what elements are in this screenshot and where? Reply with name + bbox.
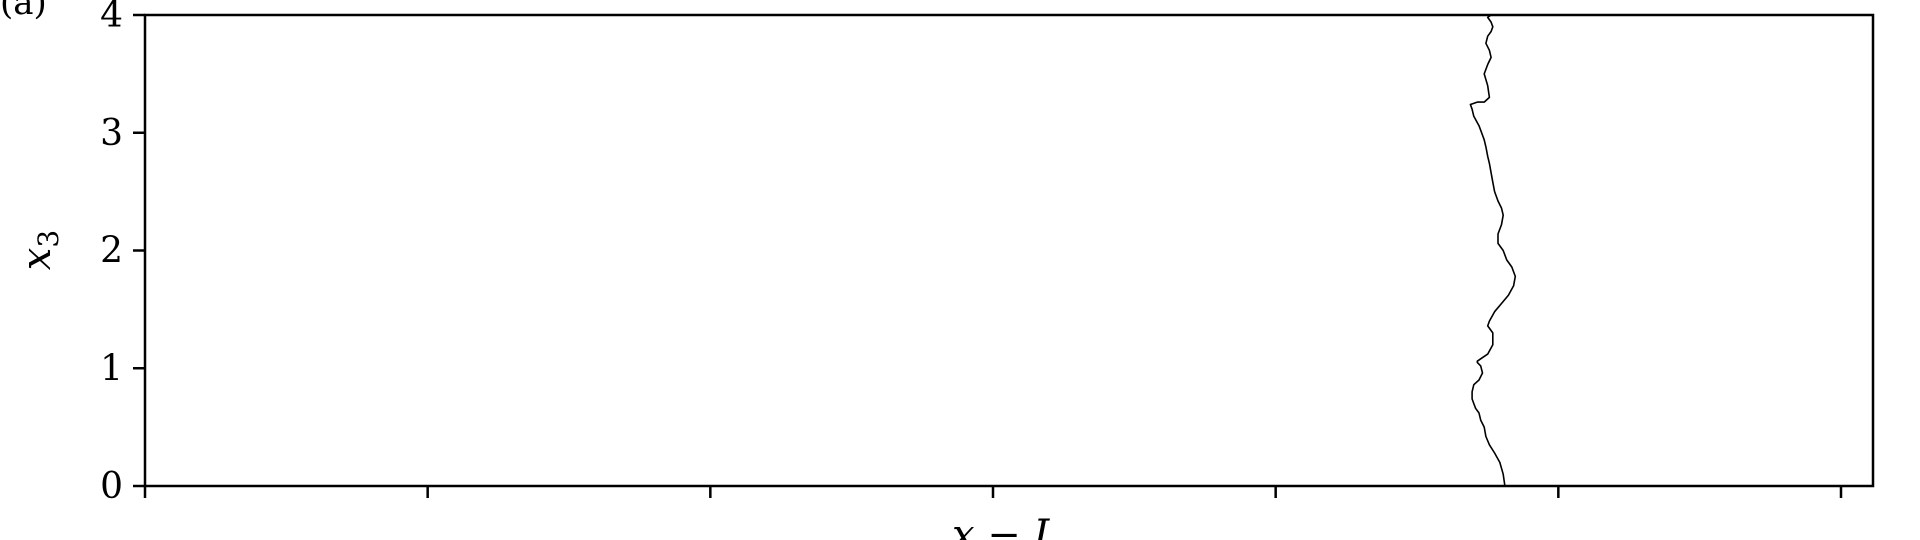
plot-frame — [143, 13, 1875, 488]
y-axis-label: x3 — [14, 230, 65, 270]
panel-label: (a) — [0, 0, 47, 23]
y-tick-label: 2 — [100, 231, 123, 272]
y-tick-label: 3 — [100, 113, 123, 154]
x-axis-label: x − L — [952, 512, 1060, 540]
y-tick-label: 0 — [100, 466, 123, 507]
series-line — [1469, 14, 1517, 487]
y-axis: 0 1 2 3 4 — [100, 0, 145, 507]
svg-text:x3: x3 — [14, 230, 65, 270]
y-tick-label: 1 — [100, 348, 123, 389]
svg-text:x − L: x − L — [952, 512, 1060, 540]
y-tick-label: 4 — [100, 0, 123, 36]
x-axis — [143, 486, 1843, 498]
